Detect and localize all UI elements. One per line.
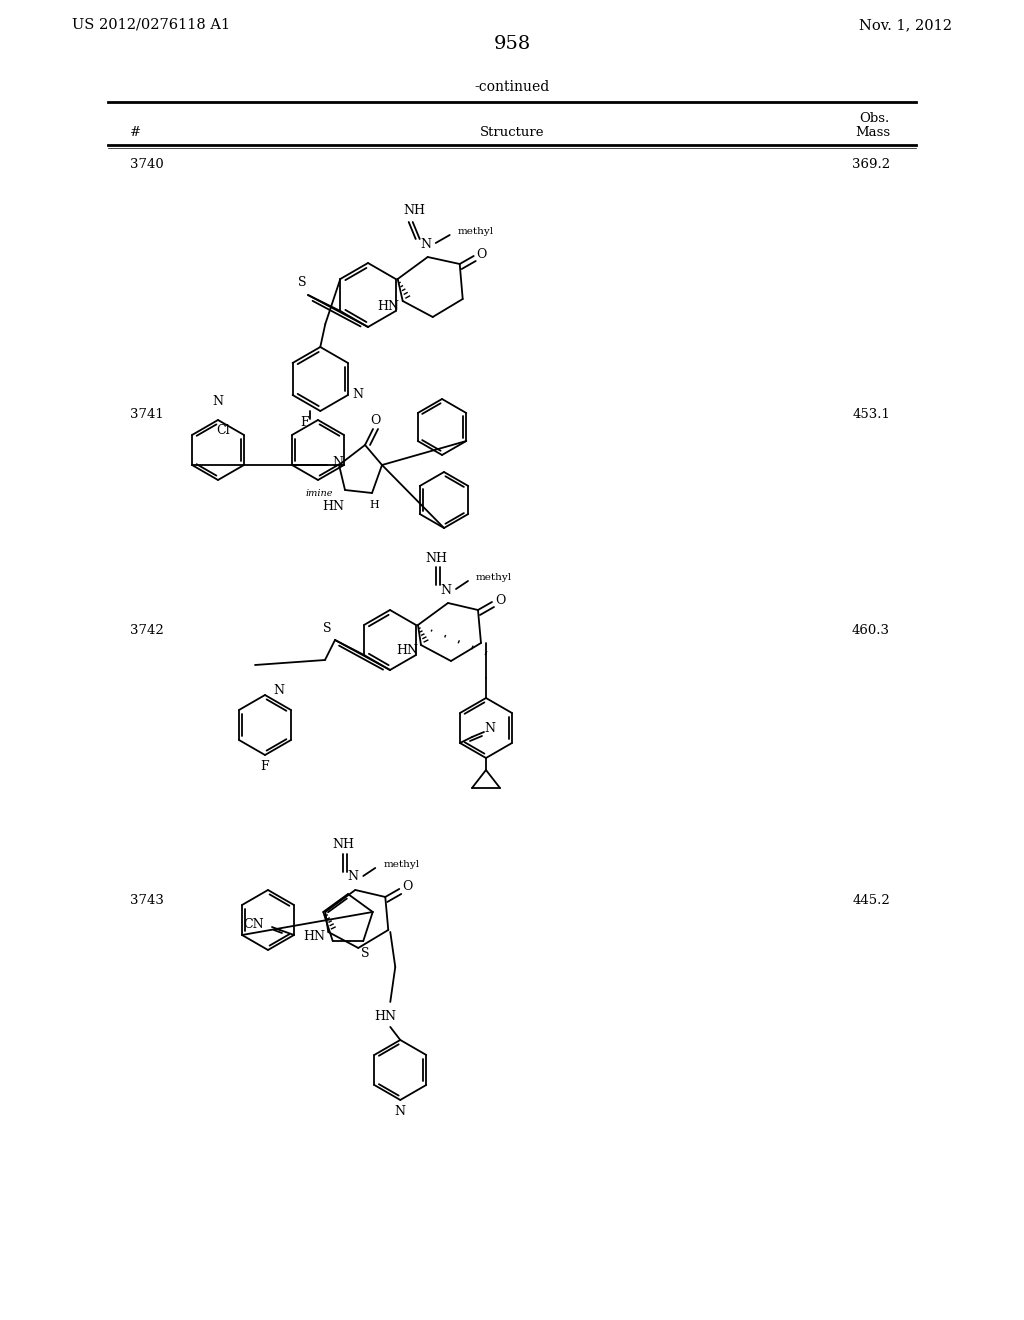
Text: S: S [323, 622, 331, 635]
Text: 3740: 3740 [130, 158, 164, 172]
Text: N: N [352, 388, 364, 401]
Text: Mass: Mass [855, 125, 890, 139]
Text: methyl: methyl [383, 861, 420, 870]
Text: HN: HN [375, 1011, 396, 1023]
Text: HN: HN [378, 300, 399, 313]
Text: N: N [420, 238, 431, 251]
Text: H: H [369, 500, 379, 510]
Text: HN: HN [396, 644, 418, 656]
Text: Cl: Cl [216, 424, 230, 437]
Text: N: N [332, 457, 343, 470]
Text: HN: HN [303, 931, 326, 944]
Text: F: F [300, 417, 308, 429]
Text: NH: NH [332, 838, 354, 851]
Text: N: N [395, 1105, 406, 1118]
Text: NH: NH [403, 203, 426, 216]
Text: 460.3: 460.3 [852, 623, 890, 636]
Text: N: N [440, 583, 452, 597]
Text: #: # [130, 125, 141, 139]
Text: Structure: Structure [480, 125, 544, 139]
Text: methyl: methyl [476, 573, 512, 582]
Text: 3743: 3743 [130, 894, 164, 907]
Text: O: O [476, 248, 486, 260]
Text: N: N [348, 870, 358, 883]
Text: S: S [361, 946, 370, 960]
Text: F: F [261, 760, 269, 774]
Text: 958: 958 [494, 36, 530, 53]
Text: 445.2: 445.2 [852, 894, 890, 907]
Text: HN: HN [322, 499, 344, 512]
Text: Nov. 1, 2012: Nov. 1, 2012 [859, 18, 952, 32]
Text: 3742: 3742 [130, 623, 164, 636]
Text: Obs.: Obs. [860, 111, 890, 124]
Text: NH: NH [425, 552, 447, 565]
Text: 369.2: 369.2 [852, 158, 890, 172]
Text: O: O [370, 414, 380, 428]
Text: -continued: -continued [474, 81, 550, 94]
Text: N: N [273, 684, 285, 697]
Text: O: O [402, 880, 413, 894]
Text: 453.1: 453.1 [852, 408, 890, 421]
Text: imine: imine [305, 488, 333, 498]
Text: O: O [495, 594, 505, 606]
Text: N: N [213, 395, 223, 408]
Text: 3741: 3741 [130, 408, 164, 421]
Text: US 2012/0276118 A1: US 2012/0276118 A1 [72, 18, 230, 32]
Text: CN: CN [244, 919, 264, 932]
Text: methyl: methyl [458, 227, 494, 236]
Text: N: N [484, 722, 496, 735]
Text: S: S [298, 276, 306, 289]
